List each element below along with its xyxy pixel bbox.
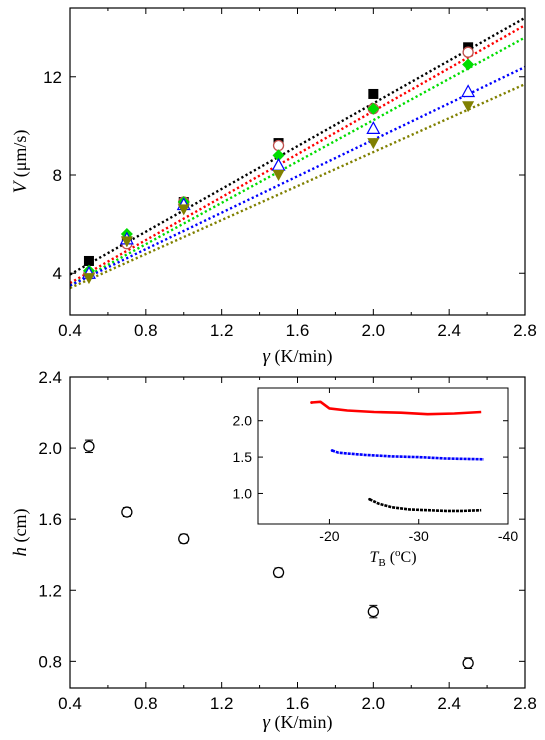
- inset-curve-1: [311, 400, 482, 416]
- y-tick-label: 2.0: [38, 439, 62, 458]
- inset-x-axis-unit-open: (: [386, 549, 395, 566]
- data-point-series-3: [462, 58, 475, 71]
- inset-x-axis-symbol: T: [369, 549, 379, 566]
- data-point-series-5: [462, 101, 475, 113]
- y-axis-unit: (cm): [10, 509, 31, 547]
- y-tick-label: 1.2: [38, 581, 62, 600]
- x-tick-label: 2.8: [513, 694, 537, 713]
- x-tick-label: 2.0: [362, 321, 386, 340]
- data-point-series-1: [272, 566, 285, 579]
- y-tick-label: 12: [43, 68, 62, 87]
- data-point-series-4: [366, 121, 381, 134]
- fit-line-series-4: [69, 65, 526, 287]
- data-point-series-2: [272, 139, 285, 152]
- data-point-series-5: [272, 170, 285, 182]
- inset-curve-3: [369, 498, 482, 513]
- inset-curve-start-3: [368, 497, 372, 501]
- fit-line-series-3: [69, 36, 526, 287]
- inset-frame: [257, 387, 509, 525]
- y-tick-label: 8: [53, 166, 62, 185]
- inset-x-tick-label: -20: [319, 528, 339, 544]
- x-tick-label: 1.6: [286, 321, 310, 340]
- inset-x-axis-unit-close: C): [401, 549, 417, 566]
- data-point-series-3: [367, 102, 380, 115]
- x-axis-title: γ (K/min): [263, 712, 333, 733]
- data-point-series-5: [367, 138, 380, 150]
- inset-y-tick-label: 1.5: [233, 449, 253, 465]
- x-tick-label: 0.8: [134, 694, 158, 713]
- fit-line-series-2: [69, 24, 526, 285]
- inset-curve-start-1: [310, 401, 313, 404]
- x-tick-label: 0.4: [58, 321, 82, 340]
- x-axis-symbol: γ: [263, 346, 271, 367]
- data-point-series-3: [272, 149, 285, 162]
- data-point-series-1: [83, 440, 95, 452]
- y-axis-title: h (cm): [10, 509, 31, 557]
- inset-chart: -20 -30 -40 1.0 1.5 2.0 TB (oC): [233, 387, 518, 569]
- y-axis-symbol: h: [10, 547, 31, 557]
- inset-x-axis-subscript: B: [378, 557, 385, 569]
- y-tick-label: 1.6: [38, 510, 62, 529]
- y-axis-symbol: V: [10, 179, 31, 193]
- data-point-series-5: [177, 204, 190, 216]
- x-tick-label: 1.2: [210, 694, 234, 713]
- y-tick-label: 2.4: [38, 368, 62, 387]
- x-tick-label: 0.8: [134, 321, 158, 340]
- data-point-series-2: [462, 46, 474, 58]
- data-point-series-1: [462, 657, 474, 669]
- y-tick-label: 4: [53, 264, 62, 283]
- fit-line-series-5: [69, 83, 526, 290]
- x-tick-label: 0.4: [58, 694, 82, 713]
- inset-x-axis-title: TB (oC): [369, 547, 416, 569]
- inset-curve-2: [331, 449, 484, 461]
- data-point-series-1: [121, 506, 133, 518]
- x-tick-label: 2.0: [362, 694, 386, 713]
- inset-y-tick-label: 1.0: [233, 485, 253, 501]
- inset-y-tick-label: 2.0: [233, 413, 253, 429]
- y-axis-unit: (μm/s): [10, 130, 31, 182]
- data-point-series-1: [368, 88, 379, 99]
- panel-bottom: 0.4 0.8 1.2 1.6 2.0 2.4 2.8 0.8 1.2 1.6 2.0 2.4 γ (K…: [10, 368, 537, 733]
- x-tick-label: 1.2: [210, 321, 234, 340]
- x-axis-title: γ (K/min): [263, 346, 333, 367]
- data-point-series-4: [461, 84, 476, 98]
- x-tick-label: 2.4: [437, 321, 461, 340]
- data-point-series-5: [120, 236, 133, 248]
- y-tick-label: 0.8: [38, 652, 62, 671]
- inset-x-tick-label: -30: [409, 528, 429, 544]
- panel-top: 0.4 0.8 1.2 1.6 2.0 2.4 2.8 4 8 12 γ (K/min) V (μm/…: [10, 7, 537, 367]
- inset-background: [258, 388, 508, 524]
- plot-frame: [69, 376, 526, 689]
- inset-curve-start-2: [330, 449, 334, 452]
- plot-frame: [69, 7, 526, 316]
- data-point-series-1: [83, 255, 94, 266]
- x-tick-label: 2.4: [437, 694, 461, 713]
- data-point-series-5: [82, 273, 95, 285]
- data-point-series-1: [178, 533, 190, 545]
- x-tick-label: 2.8: [513, 321, 537, 340]
- data-point-series-1: [367, 605, 379, 618]
- x-axis-unit: (K/min): [270, 346, 333, 367]
- x-axis-unit: (K/min): [270, 712, 333, 733]
- inset-x-axis-superscript: o: [395, 547, 401, 559]
- inset-x-tick-label: -40: [498, 528, 518, 544]
- fit-line-series-1: [69, 16, 526, 276]
- data-point-series-4: [271, 157, 286, 171]
- y-axis-title: V (μm/s): [10, 130, 31, 194]
- x-axis-symbol: γ: [263, 712, 271, 733]
- x-tick-label: 1.6: [286, 694, 310, 713]
